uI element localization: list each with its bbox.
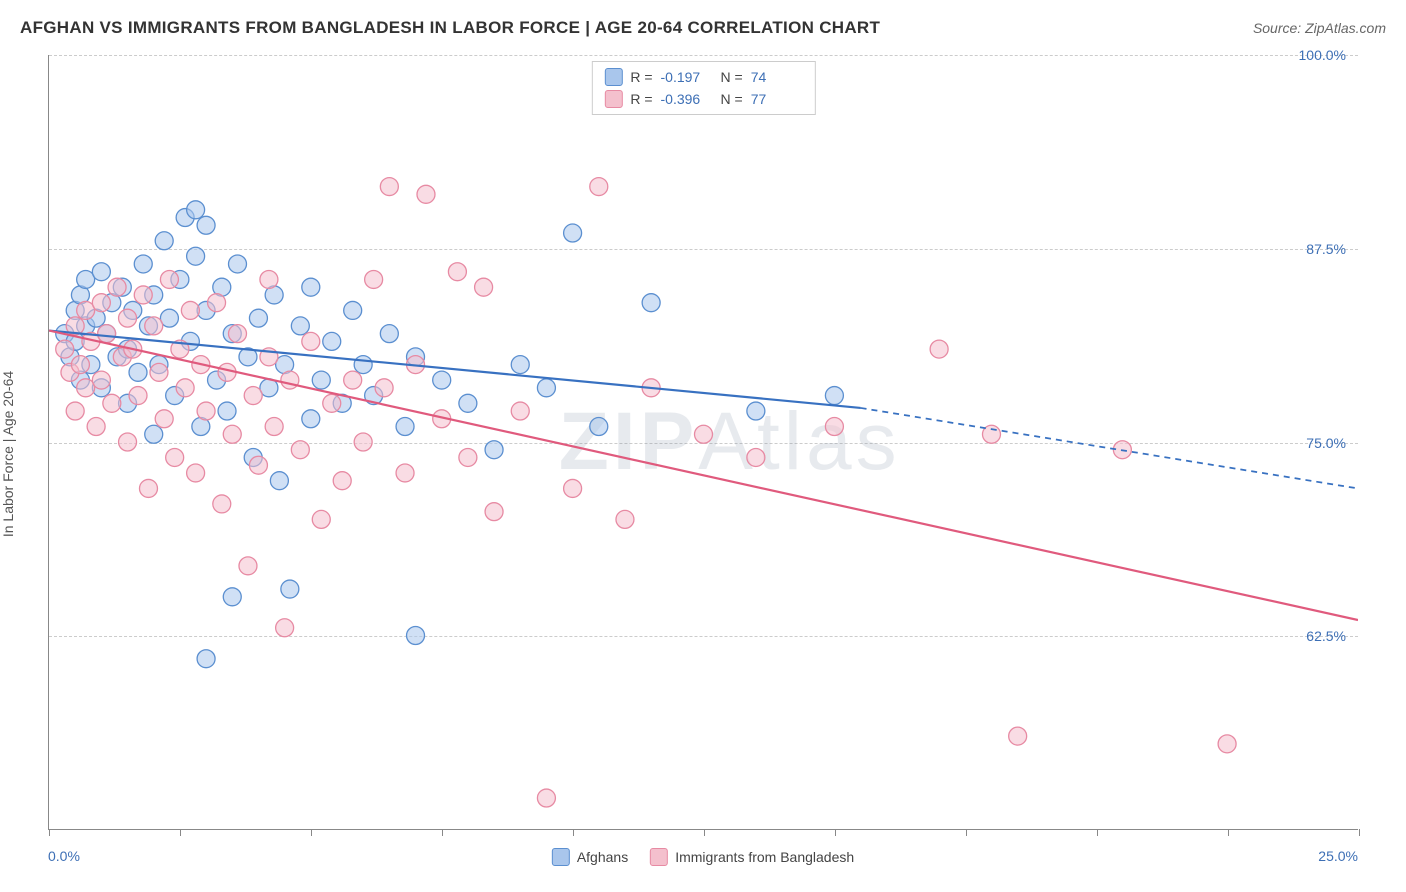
r-value: -0.197	[661, 69, 713, 85]
x-tick	[835, 829, 836, 836]
legend-item-label: Immigrants from Bangladesh	[675, 849, 854, 865]
x-origin-label: 0.0%	[48, 848, 80, 864]
x-tick	[1228, 829, 1229, 836]
n-label: N =	[721, 69, 743, 85]
x-tick	[1359, 829, 1360, 836]
legend-row-afghans: R = -0.197 N = 74	[604, 66, 802, 88]
legend-swatch-icon	[604, 68, 622, 86]
legend-row-bangladesh: R = -0.396 N = 77	[604, 88, 802, 110]
x-tick	[49, 829, 50, 836]
legend-item-bangladesh: Immigrants from Bangladesh	[650, 848, 854, 866]
r-label: R =	[630, 91, 652, 107]
x-tick	[573, 829, 574, 836]
n-value: 74	[751, 69, 803, 85]
chart-title: AFGHAN VS IMMIGRANTS FROM BANGLADESH IN …	[20, 18, 880, 38]
legend-swatch-icon	[650, 848, 668, 866]
legend-series: Afghans Immigrants from Bangladesh	[552, 848, 854, 866]
scatter-svg	[49, 55, 1358, 829]
source-label: Source: ZipAtlas.com	[1253, 20, 1386, 36]
x-max-label: 25.0%	[1318, 848, 1358, 864]
legend-swatch-icon	[552, 848, 570, 866]
x-tick	[442, 829, 443, 836]
legend-item-label: Afghans	[577, 849, 628, 865]
x-tick	[704, 829, 705, 836]
legend-swatch-icon	[604, 90, 622, 108]
y-axis-label: In Labor Force | Age 20-64	[0, 371, 16, 537]
n-label: N =	[721, 91, 743, 107]
x-tick	[1097, 829, 1098, 836]
r-label: R =	[630, 69, 652, 85]
title-bar: AFGHAN VS IMMIGRANTS FROM BANGLADESH IN …	[20, 18, 1386, 38]
x-tick	[966, 829, 967, 836]
chart-plot-area: R = -0.197 N = 74 R = -0.396 N = 77 ZIPA…	[48, 55, 1358, 830]
r-value: -0.396	[661, 91, 713, 107]
x-tick	[180, 829, 181, 836]
legend-item-afghans: Afghans	[552, 848, 628, 866]
legend-correlation-box: R = -0.197 N = 74 R = -0.396 N = 77	[591, 61, 815, 115]
n-value: 77	[751, 91, 803, 107]
x-tick	[311, 829, 312, 836]
